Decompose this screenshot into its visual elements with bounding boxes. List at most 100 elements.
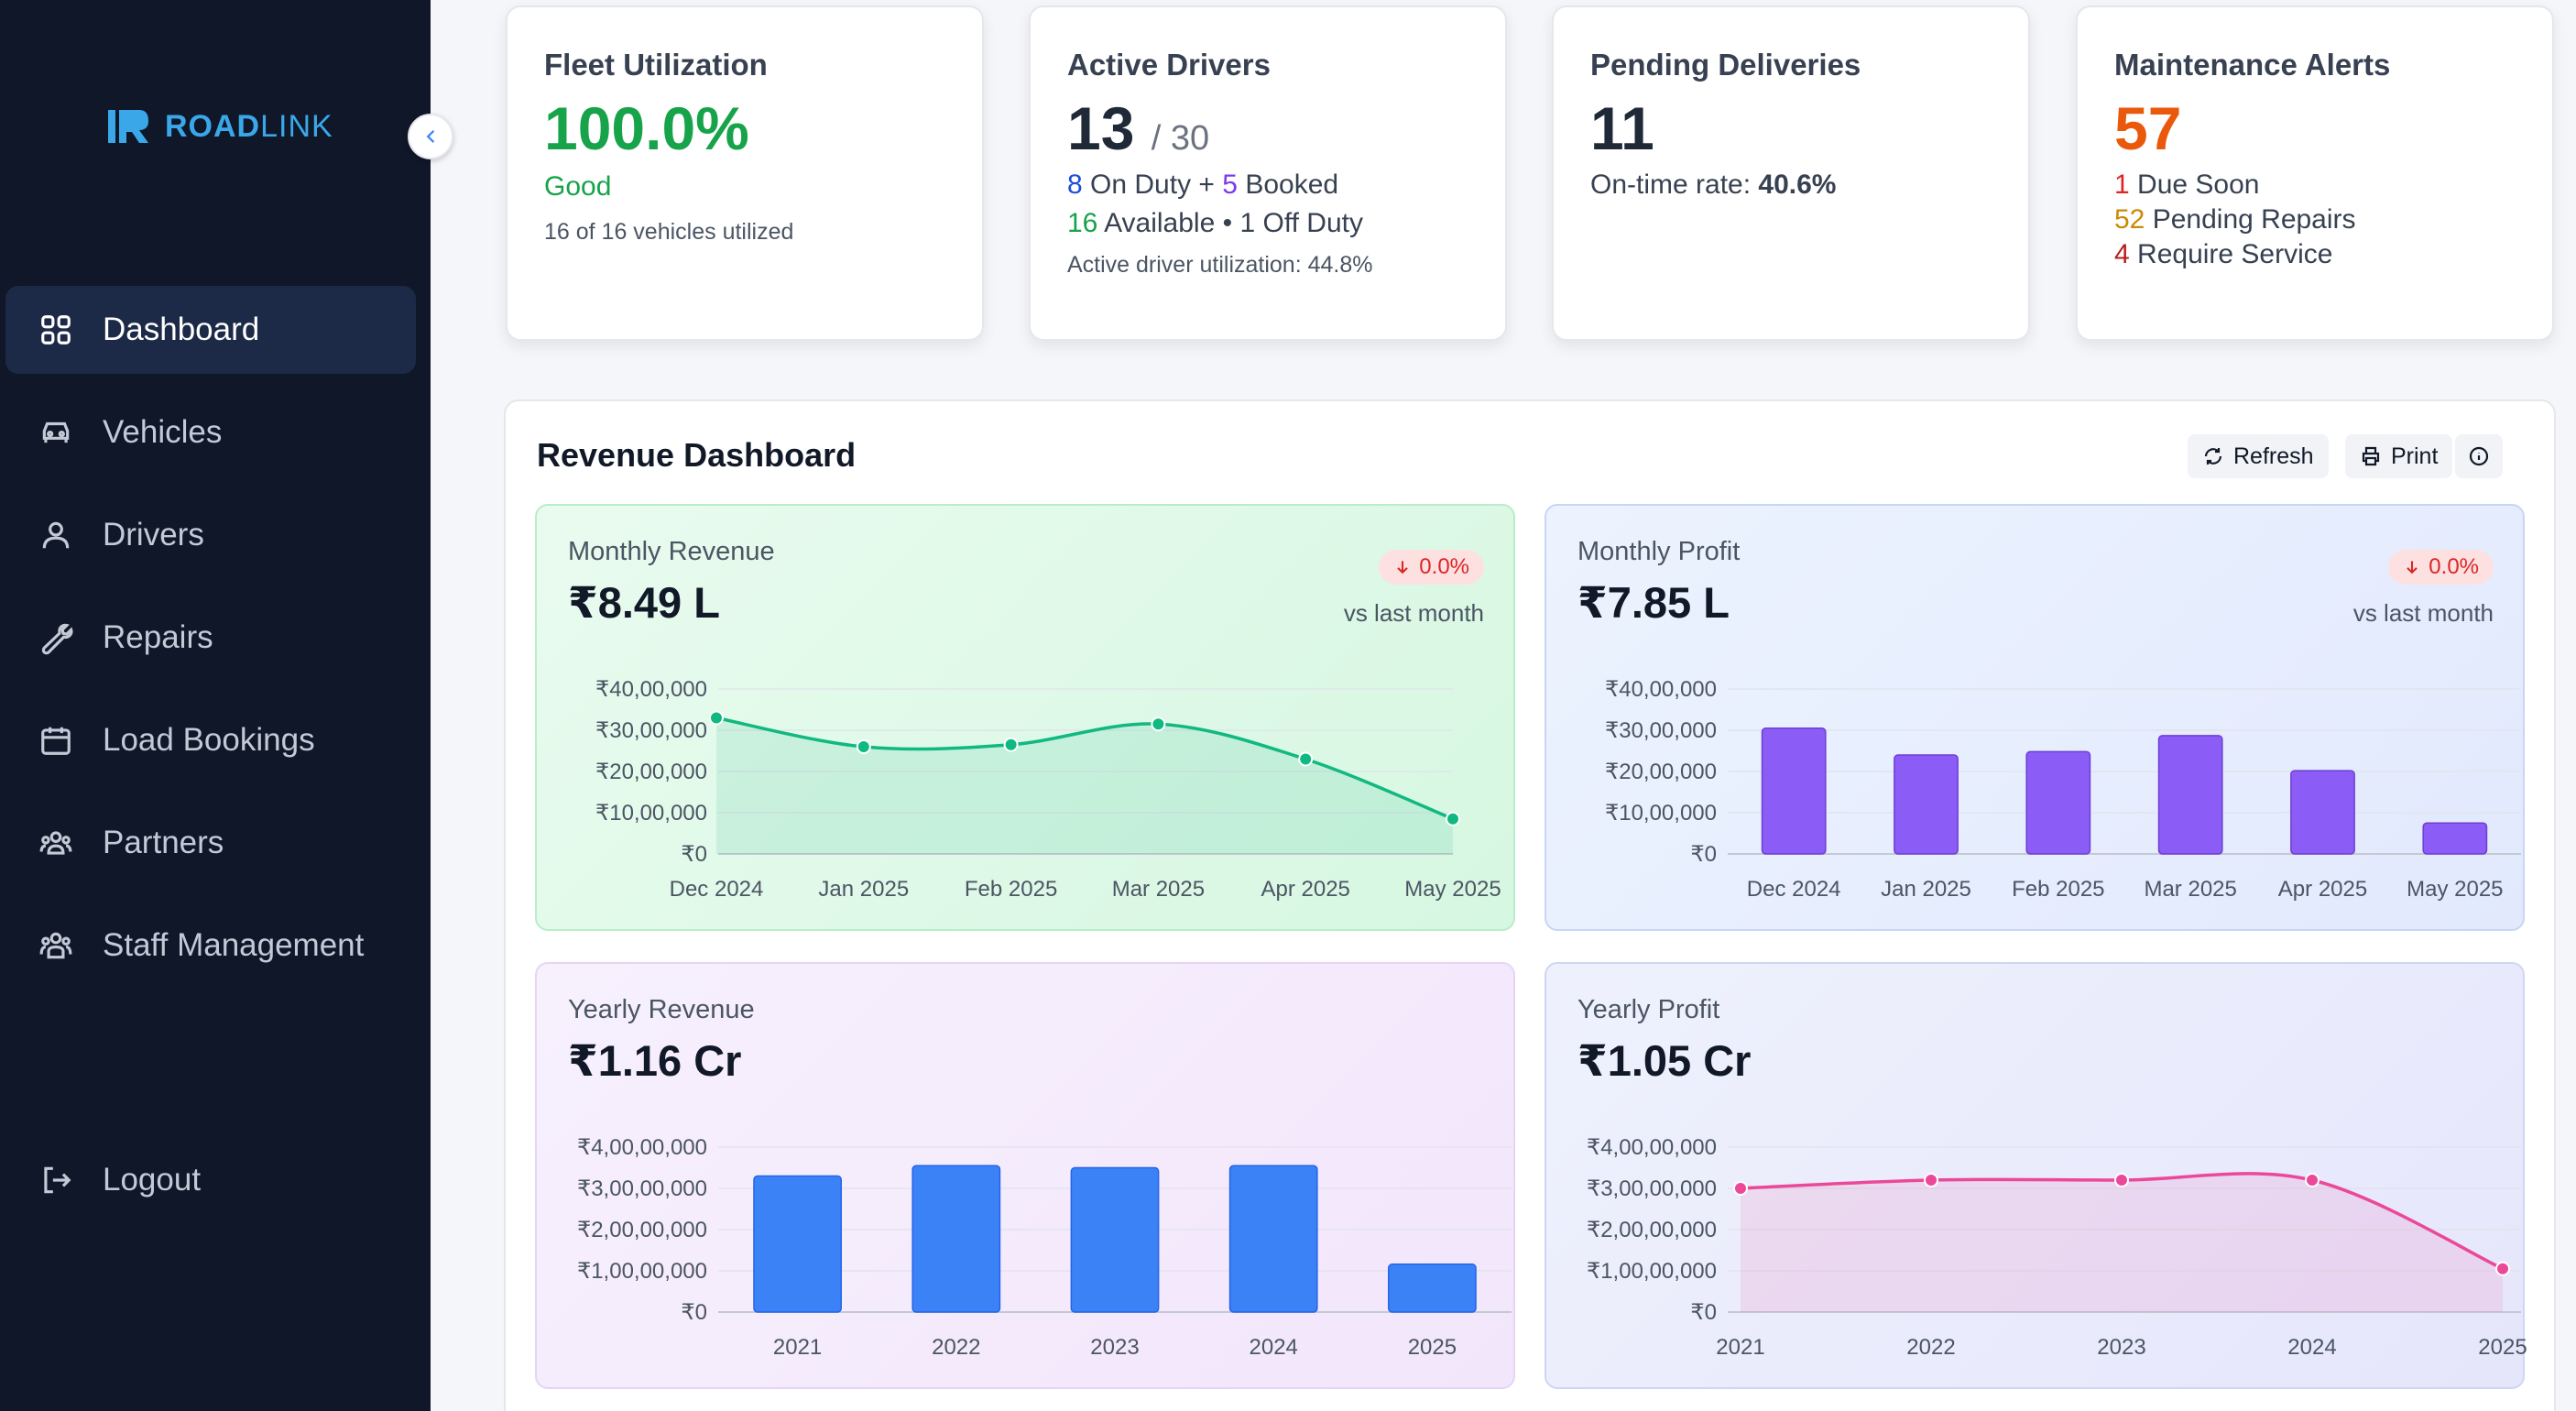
logout-button[interactable]: Logout (5, 1136, 416, 1224)
y-tick-label: ₹40,00,000 (1605, 677, 1717, 702)
available-count: 16 (1067, 207, 1098, 238)
due-soon-label: Due Soon (2137, 169, 2260, 200)
fleet-status: Good (544, 170, 612, 202)
bar (1388, 1263, 1477, 1313)
sidebar-item-repairs[interactable]: Repairs (5, 594, 416, 682)
active-drivers-value: 13 / 30 (1067, 95, 1468, 162)
logo[interactable]: ROADLINK (106, 106, 333, 147)
arrow-down-icon (2407, 561, 2418, 574)
users-icon (39, 831, 72, 855)
data-point (1151, 716, 1166, 732)
fleet-utilization-value: 100.0% (544, 94, 749, 162)
x-tick-label: Dec 2024 (1747, 877, 1841, 902)
data-point (2114, 1173, 2129, 1187)
x-tick-label: Apr 2025 (2278, 877, 2367, 902)
driver-utilization: Active driver utilization: 44.8% (1067, 251, 1373, 278)
y-tick-label: ₹3,00,00,000 (577, 1176, 707, 1201)
available-label: Available • (1104, 207, 1233, 238)
calendar-icon (41, 727, 71, 755)
change-badge: 0.0% (2388, 550, 2494, 585)
y-tick-label: ₹10,00,000 (595, 801, 707, 826)
duty-line: 8 On Duty + 5 Booked (1067, 170, 1468, 201)
yearly-profit-chart: ₹0 ₹1,00,00,000 ₹2,00,00,000 ₹3,00,00,000 ₹4… (1587, 1135, 2527, 1360)
sidebar-item-vehicles[interactable]: Vehicles (5, 388, 416, 476)
availability-line: 16 Available • 1 Off Duty (1067, 208, 1468, 239)
x-tick-label: 2025 (2478, 1335, 2527, 1360)
ontime-label: On-time rate: (1590, 169, 1752, 200)
y-tick-label: ₹0 (1690, 842, 1717, 867)
x-tick-label: May 2025 (2407, 877, 2503, 902)
off-duty-label: Off Duty (1262, 207, 1363, 238)
x-tick-label: Jan 2025 (818, 877, 909, 902)
chart-value: ₹1.16 Cr (568, 1036, 742, 1085)
car-icon (42, 421, 70, 443)
require-service-line: 4 Require Service (2114, 239, 2516, 270)
bar (2422, 822, 2488, 855)
collapse-sidebar-button[interactable] (408, 114, 453, 159)
sidebar-item-label: Staff Management (103, 927, 365, 963)
sidebar-item-dashboard[interactable]: Dashboard (5, 286, 416, 374)
info-button[interactable] (2455, 434, 2503, 478)
y-tick-label: ₹3,00,00,000 (1587, 1176, 1717, 1201)
monthly-revenue-card: ₹0 ₹10,00,000 ₹20,00,000 ₹30,00,000 ₹40,00,0… (535, 504, 1515, 931)
bar (1070, 1166, 1160, 1313)
yearly-profit-card: ₹0 ₹1,00,00,000 ₹2,00,00,000 ₹3,00,00,000 ₹4… (1545, 962, 2527, 1389)
logo-text: ROADLINK (165, 108, 333, 144)
chart-value: ₹1.05 Cr (1577, 1036, 1752, 1085)
data-point (1298, 751, 1314, 767)
sidebar-item-label: Repairs (103, 619, 213, 655)
booked-count: 5 (1222, 169, 1238, 200)
x-tick-label: 2022 (932, 1335, 980, 1360)
y-tick-label: ₹0 (681, 842, 707, 867)
sidebar-item-staff-management[interactable]: Staff Management (5, 902, 416, 990)
fleet-utilization-card: Fleet Utilization 100.0% Good 16 of 16 v… (506, 5, 984, 341)
card-title: Fleet Utilization (544, 48, 768, 82)
y-tick-label: ₹40,00,000 (595, 677, 707, 702)
require-service-label: Require Service (2137, 238, 2333, 269)
monthly-revenue-chart: ₹0 ₹10,00,000 ₹20,00,000 ₹30,00,000 ₹40,00,0… (595, 677, 1501, 902)
sidebar-item-load-bookings[interactable]: Load Bookings (5, 696, 416, 784)
require-service-count: 4 (2114, 238, 2130, 269)
series-area (1741, 1173, 2503, 1312)
x-tick-label: 2021 (1716, 1335, 1764, 1360)
sidebar-item-partners[interactable]: Partners (5, 799, 416, 887)
vs-label: vs last month (1343, 599, 1484, 627)
booked-label: Booked (1245, 169, 1339, 200)
card-title: Pending Deliveries (1590, 48, 1861, 82)
refresh-label: Refresh (2233, 443, 2314, 469)
data-point (1924, 1173, 1938, 1187)
x-tick-label: Mar 2025 (2144, 877, 2236, 902)
on-duty-label: On Duty + (1090, 169, 1215, 200)
logout-icon (44, 1166, 71, 1194)
pending-repairs-line: 52 Pending Repairs (2114, 204, 2516, 235)
pending-repairs-label: Pending Repairs (2152, 203, 2356, 235)
print-button[interactable]: Print (2345, 434, 2453, 478)
chart-value: ₹8.49 L (568, 578, 720, 627)
chart-label: Monthly Profit (1577, 537, 1741, 566)
active-drivers-card: Active Drivers 13 / 30 8 On Duty + 5 Boo… (1029, 5, 1507, 341)
x-tick-label: 2023 (1090, 1335, 1139, 1360)
data-point (856, 739, 871, 754)
bar (1761, 727, 1827, 855)
pending-repairs-count: 52 (2114, 203, 2145, 235)
x-tick-label: Mar 2025 (1112, 877, 1205, 902)
refresh-button[interactable]: Refresh (2188, 434, 2329, 478)
sidebar-item-label: Load Bookings (103, 722, 315, 758)
team-icon (39, 932, 72, 959)
total-drivers: / 30 (1151, 119, 1210, 158)
data-point (1733, 1181, 1748, 1196)
sidebar-nav: Dashboard Vehicles Drivers Repairs Load … (5, 286, 416, 1004)
bar (1228, 1165, 1318, 1313)
sidebar-item-drivers[interactable]: Drivers (5, 491, 416, 579)
sidebar: ROADLINK Dashboard Vehicles Drivers Repa… (0, 0, 453, 1411)
y-tick-label: ₹20,00,000 (1605, 760, 1717, 784)
monthly-profit-card: ₹0 ₹10,00,000 ₹20,00,000 ₹30,00,000 ₹40,00,0… (1545, 504, 2525, 931)
y-tick-label: ₹30,00,000 (595, 718, 707, 743)
wrench-icon (41, 623, 73, 655)
data-point (2305, 1173, 2319, 1187)
bar (2290, 770, 2355, 855)
refresh-icon (2204, 448, 2222, 465)
x-tick-label: 2025 (1408, 1335, 1457, 1360)
bar (2157, 735, 2223, 855)
card-title: Active Drivers (1067, 48, 1271, 82)
